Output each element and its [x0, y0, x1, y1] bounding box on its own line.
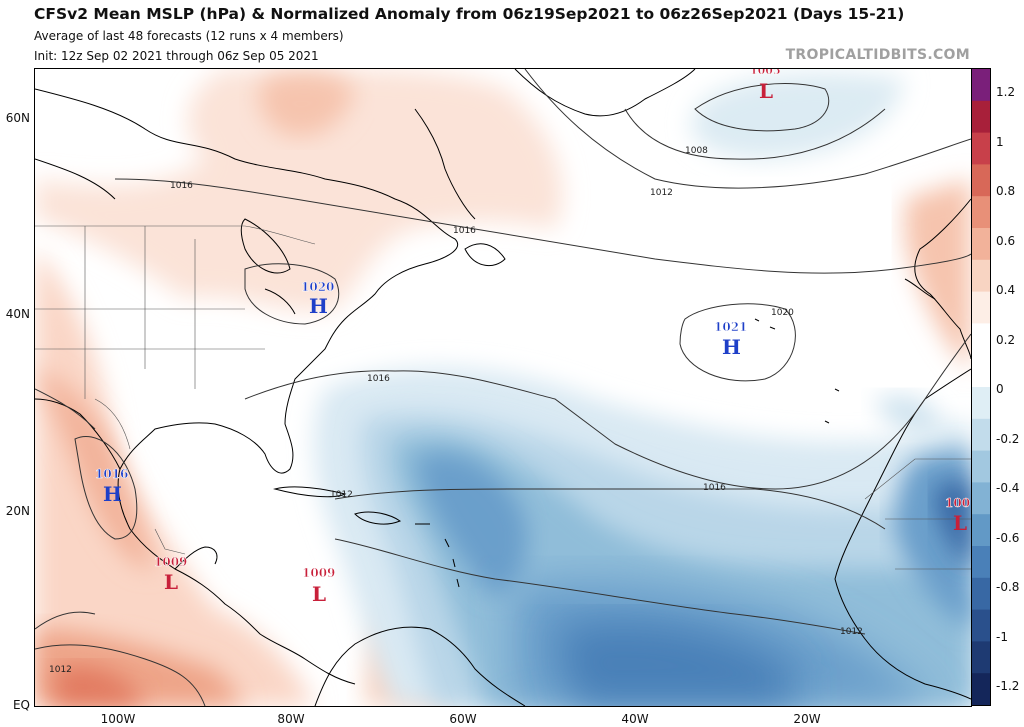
low-pressure-symbol: L	[312, 582, 326, 606]
colorbar-swatch	[972, 514, 990, 547]
colorbar-tick-label: 0.6	[996, 233, 1016, 248]
colorbar-swatch	[972, 323, 990, 356]
colorbar-tick-label: 0	[996, 382, 1004, 396]
colorbar-swatch	[972, 132, 990, 165]
isobar-label: 1012	[650, 188, 673, 198]
isobar-label: 1012	[330, 490, 353, 500]
isobar-label: 1012	[840, 627, 863, 637]
high-pressure-symbol: H	[722, 335, 741, 359]
isobar-labels: 1008 1012 1016 1016 1020 1016 1012 1016 …	[49, 146, 863, 675]
political-boundaries	[35, 225, 971, 570]
colorbar-tick-label: -1.2	[996, 679, 1020, 693]
colorbar-tick-label: 0.2	[996, 332, 1016, 347]
colorbar-swatch	[972, 291, 990, 324]
high-pressure-value: 1016	[95, 467, 128, 481]
colorbar-swatch	[972, 482, 990, 515]
lon-label-40w: 40W	[621, 712, 649, 726]
colorbar-swatch	[972, 641, 990, 674]
lon-label-100w: 100W	[100, 712, 136, 726]
isobar-label: 1016	[367, 374, 390, 384]
colorbar-tick-label: -0.2	[996, 431, 1020, 446]
colorbar-swatch	[972, 69, 990, 102]
colorbar-swatch	[972, 609, 990, 642]
isobar-label: 1016	[170, 181, 193, 191]
colorbar-tick-label: 0.8	[996, 184, 1016, 198]
map-subtitle-forecasts: Average of last 48 forecasts (12 runs x …	[34, 29, 344, 43]
colorbar-swatch	[972, 673, 990, 706]
low-pressure-value: 100	[945, 496, 970, 510]
high-pressure-value: 1020	[301, 280, 334, 294]
lon-label-80w: 80W	[277, 712, 305, 726]
colorbar-tick-label: -0.4	[996, 481, 1020, 495]
lon-label-60w: 60W	[449, 712, 477, 726]
colorbar-tick-label: -1	[996, 629, 1008, 644]
low-pressure-symbol: L	[953, 511, 967, 535]
negative-anomaly-shading	[314, 73, 971, 706]
isobar-label: 1020	[771, 308, 794, 318]
colorbar-swatches	[972, 69, 990, 706]
map-subtitle-init: Init: 12z Sep 02 2021 through 06z Sep 05…	[34, 49, 319, 63]
colorbar-swatch	[972, 546, 990, 579]
low-pressure-symbol: L	[759, 79, 773, 103]
colorbar-swatch	[972, 100, 990, 134]
map-canvas: 1008 1012 1016 1016 1020 1016 1012 1016 …	[35, 69, 971, 706]
colorbar-swatch	[972, 577, 990, 611]
colorbar-tick-label: 1	[996, 134, 1004, 149]
low-pressure-value: 1009	[302, 566, 335, 580]
lat-label-60n: 60N	[5, 111, 30, 125]
isobar-label: 1016	[703, 483, 726, 493]
high-pressure-symbol: H	[103, 482, 122, 506]
lat-label-40n: 40N	[5, 307, 30, 321]
pressure-centers: 1005 L 1020 H 1021 H 1016 H 1009 L 1009 …	[95, 69, 971, 606]
mslp-anomaly-map: 1008 1012 1016 1016 1020 1016 1012 1016 …	[34, 68, 972, 707]
isobar-label: 1016	[453, 226, 476, 236]
high-pressure-symbol: H	[309, 294, 328, 318]
colorbar-tick-label: -0.8	[996, 580, 1020, 594]
colorbar-swatch	[972, 450, 990, 483]
colorbar-tick-label: 1.2	[996, 85, 1016, 99]
colorbar-swatch	[972, 196, 990, 229]
site-watermark: TROPICALTIDBITS.COM	[785, 47, 970, 63]
lat-label-eq: EQ	[12, 698, 30, 712]
colorbar-swatch	[972, 164, 990, 197]
colorbar-swatch	[972, 355, 990, 388]
low-pressure-value: 1005	[750, 69, 781, 77]
colorbar-swatch	[972, 259, 990, 293]
low-pressure-value: 1009	[154, 555, 187, 569]
colorbar-swatch	[972, 387, 990, 420]
map-title: CFSv2 Mean MSLP (hPa) & Normalized Anoma…	[34, 5, 905, 23]
colorbar-swatch	[972, 228, 990, 261]
isobars	[35, 69, 971, 706]
isobar-label: 1012	[49, 665, 72, 675]
isobar-label: 1008	[685, 146, 708, 156]
high-pressure-value: 1021	[714, 320, 747, 334]
lat-label-20n: 20N	[5, 504, 30, 518]
anomaly-colorbar	[971, 68, 991, 706]
colorbar-tick-label: -0.6	[996, 530, 1020, 545]
low-pressure-symbol: L	[164, 570, 178, 594]
colorbar-tick-label: 0.4	[996, 283, 1016, 297]
lon-label-20w: 20W	[793, 712, 821, 726]
colorbar-swatch	[972, 418, 990, 452]
